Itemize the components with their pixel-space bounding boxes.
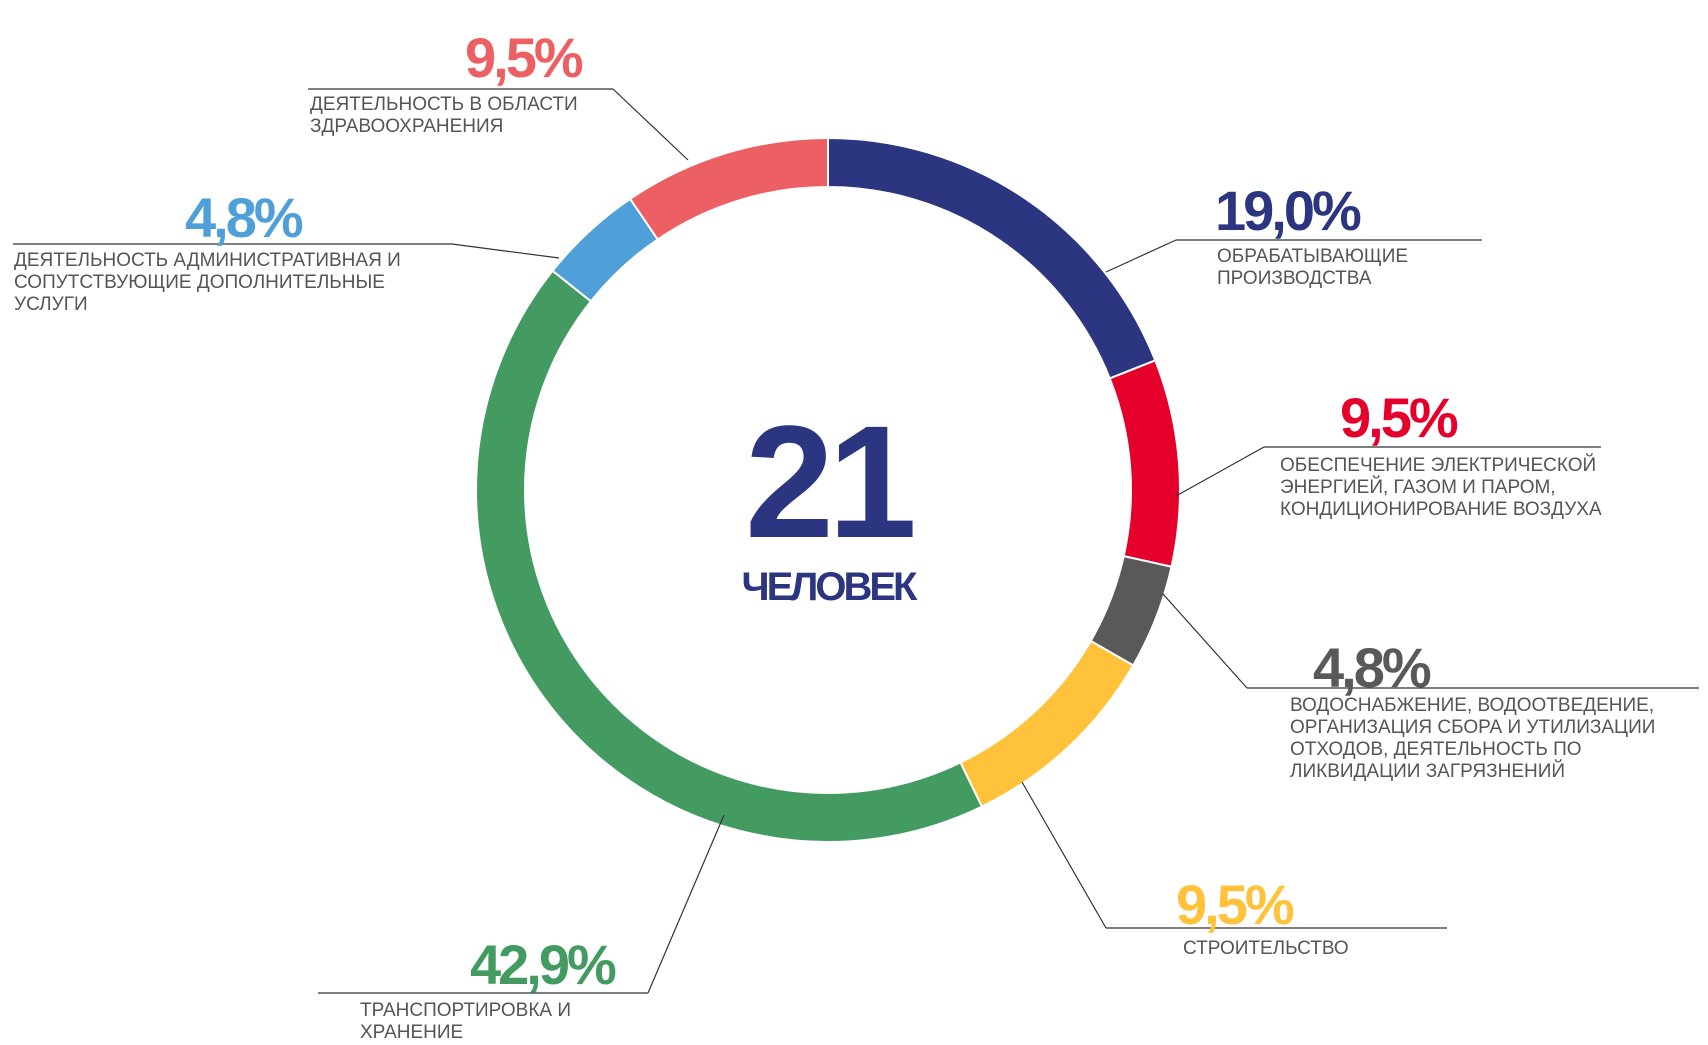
value-label: 9,5% [465,26,584,89]
value-label: 4,8% [185,186,304,249]
center-value: 21 [745,392,917,571]
leader-line [451,243,560,259]
donut-slice [959,639,1135,808]
center-label: ЧЕЛОВЕК [741,565,918,609]
leader-line [1021,781,1107,929]
category-label: ТРАНСПОРТИРОВКА И ХРАНЕНИЕ [360,1000,572,1043]
value-label: 19,0% [1215,179,1362,242]
value-label: 9,5% [1176,873,1295,936]
value-label: 9,5% [1340,386,1459,449]
donut-slice [827,136,1157,380]
category-label: СТРОИТЕЛЬСТВО [1183,938,1349,959]
value-label: 42,9% [470,933,617,996]
category-label: ОБЕСПЕЧЕНИЕ ЭЛЕКТРИЧЕСКОЙ ЭНЕРГИЕЙ, ГАЗО… [1280,455,1602,520]
leader-line [647,814,725,994]
category-label: ВОДОСНАБЖЕНИЕ, ВОДООТВЕДЕНИЕ, ОРГАНИЗАЦИ… [1290,695,1656,782]
leader-line [1105,239,1177,273]
donut-slice [628,136,829,241]
category-label: ОБРАБАТЫВАЮЩИЕ ПРОИЗВОДСТВА [1217,246,1409,289]
leader-line [1175,446,1265,497]
category-label: ДЕЯТЕЛЬНОСТЬ В ОБЛАСТИ ЗДРАВООХРАНЕНИЯ [310,94,578,137]
leader-line [612,88,689,161]
leader-line [1162,593,1248,689]
category-label: ДЕЯТЕЛЬНОСТЬ АДМИНИСТРАТИВНАЯ И СОПУТСТВ… [14,250,401,315]
value-label: 4,8% [1313,636,1432,699]
